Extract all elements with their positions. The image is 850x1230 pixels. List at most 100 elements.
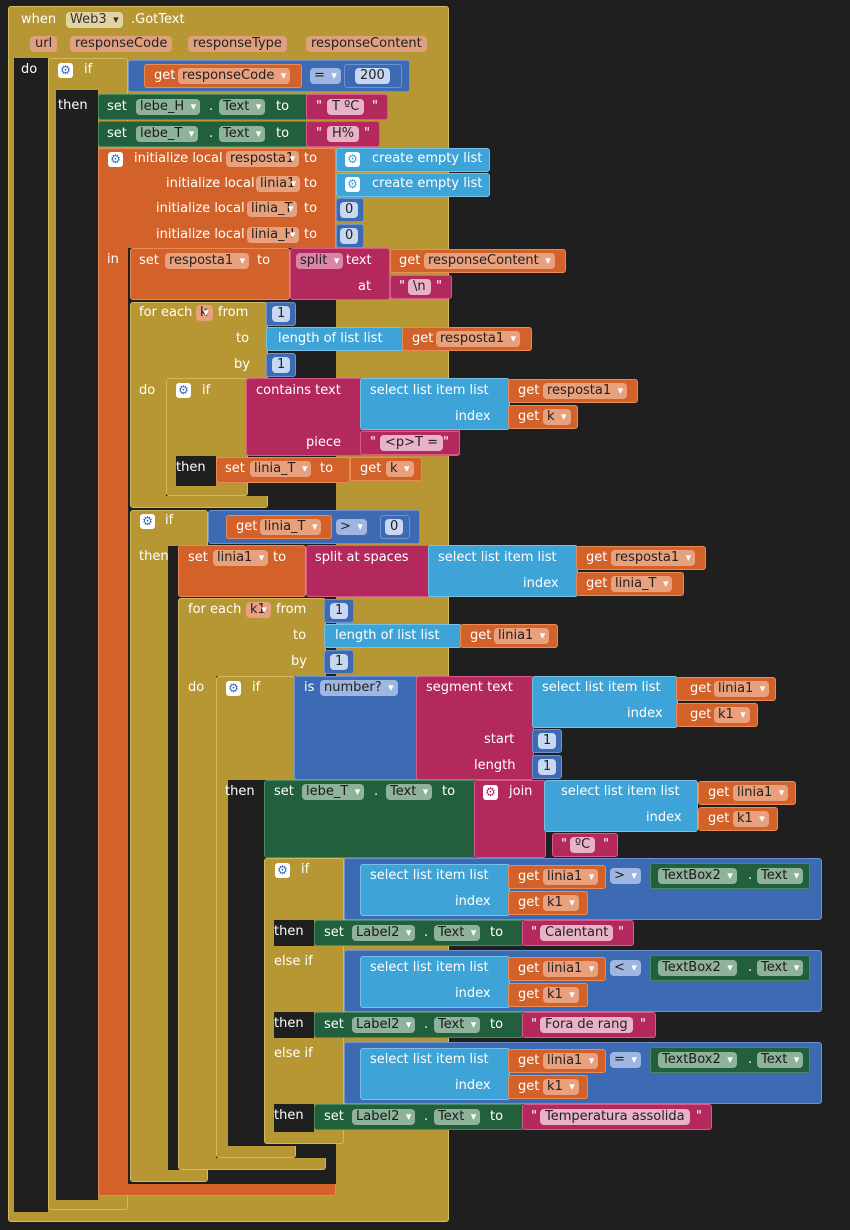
var-dropdown-k1[interactable]: k1	[733, 811, 769, 827]
component-dropdown-lebe-h[interactable]: lebe_H	[136, 99, 201, 115]
property-dropdown-text[interactable]: Text	[757, 1052, 804, 1068]
local-var-linia1[interactable]: linia1	[256, 176, 301, 192]
number-1[interactable]: 1	[330, 654, 349, 670]
op-dropdown-gt[interactable]: >	[336, 519, 367, 535]
component-dropdown-textbox2[interactable]: TextBox2	[658, 868, 737, 884]
mutator-gear-icon[interactable]: ⚙	[483, 785, 498, 800]
string-newline[interactable]: \n	[408, 279, 431, 295]
select-list-item-block[interactable]	[360, 1048, 510, 1100]
string-h-pct[interactable]: H%	[327, 126, 360, 142]
var-dropdown-linia1[interactable]: linia1	[494, 628, 550, 644]
var-dropdown-k[interactable]: k	[386, 461, 414, 477]
segment-text-block[interactable]	[416, 676, 534, 780]
var-dropdown-k[interactable]: k	[543, 409, 571, 425]
set-lebe-h-text-block[interactable]	[98, 94, 308, 120]
op-dropdown-lt[interactable]: <	[610, 960, 641, 976]
number-0[interactable]: 0	[340, 202, 359, 218]
mutator-gear-icon[interactable]: ⚙	[140, 514, 155, 529]
mutator-gear-icon[interactable]: ⚙	[345, 152, 360, 167]
property-dropdown-text[interactable]: Text	[757, 868, 804, 884]
string-deg-c[interactable]: ºC	[570, 837, 596, 853]
property-dropdown-text[interactable]: Text	[434, 925, 481, 941]
var-dropdown-linia1[interactable]: linia1	[543, 961, 599, 977]
string-fora[interactable]: Fora de rang	[540, 1017, 633, 1033]
component-dropdown[interactable]: Web3	[66, 12, 123, 28]
var-dropdown-responsecode[interactable]: responseCode	[178, 68, 291, 84]
property-dropdown-text[interactable]: Text	[434, 1109, 481, 1125]
param-responsetype[interactable]: responseType	[188, 36, 287, 52]
component-dropdown-textbox2[interactable]: TextBox2	[658, 960, 737, 976]
var-dropdown-linia1[interactable]: linia1	[714, 681, 770, 697]
mutator-gear-icon[interactable]: ⚙	[58, 63, 73, 78]
op-dropdown-eq[interactable]: =	[310, 68, 341, 84]
select-list-item-block[interactable]	[532, 676, 678, 728]
var-dropdown-linia1[interactable]: linia1	[543, 1053, 599, 1069]
var-dropdown-k1[interactable]: k1	[543, 895, 579, 911]
local-var-linia-h[interactable]: linia_H	[247, 227, 300, 243]
split-dropdown[interactable]: split	[296, 253, 344, 269]
loop-var-k[interactable]: k	[196, 305, 213, 321]
component-dropdown-label2[interactable]: Label2	[352, 1017, 416, 1033]
param-url[interactable]: url	[30, 36, 58, 52]
number-200[interactable]: 200	[355, 68, 390, 84]
mutator-gear-icon[interactable]: ⚙	[275, 863, 290, 878]
select-list-item-block[interactable]	[360, 956, 510, 1008]
string-assolida[interactable]: Temperatura assolida	[540, 1109, 690, 1125]
number-1[interactable]: 1	[538, 759, 557, 775]
number-block-1[interactable]	[532, 755, 562, 779]
string-calentant[interactable]: Calentant	[540, 925, 614, 941]
number-1[interactable]: 1	[538, 733, 557, 749]
param-responsecontent[interactable]: responseContent	[306, 36, 427, 52]
component-dropdown-lebe-t[interactable]: lebe_T	[302, 784, 365, 800]
number-0[interactable]: 0	[385, 519, 404, 535]
var-dropdown-k1[interactable]: k1	[543, 1079, 579, 1095]
component-dropdown-label2[interactable]: Label2	[352, 1109, 416, 1125]
var-dropdown-resposta1[interactable]: resposta1	[543, 383, 628, 399]
var-dropdown-linia1[interactable]: linia1	[543, 869, 599, 885]
var-dropdown-linia-t[interactable]: linia_T	[611, 576, 673, 592]
mutator-gear-icon[interactable]: ⚙	[176, 383, 191, 398]
is-number-dropdown[interactable]: number?	[320, 680, 398, 696]
property-dropdown-text[interactable]: Text	[219, 99, 266, 115]
set-lebe-t-text-join-block[interactable]	[264, 780, 476, 858]
var-dropdown-resposta1[interactable]: resposta1	[436, 331, 521, 347]
var-dropdown-linia-t[interactable]: linia_T	[260, 519, 322, 535]
property-dropdown-text[interactable]: Text	[386, 784, 433, 800]
var-dropdown-k1[interactable]: k1	[543, 987, 579, 1003]
var-dropdown-responsecontent[interactable]: responseContent	[424, 253, 555, 269]
component-dropdown-lebe-t[interactable]: lebe_T	[136, 126, 199, 142]
component-dropdown-textbox2[interactable]: TextBox2	[658, 1052, 737, 1068]
select-list-item-block[interactable]	[360, 864, 510, 916]
number-0[interactable]: 0	[340, 228, 359, 244]
set-label2-text-block[interactable]	[314, 1104, 524, 1130]
op-dropdown-eq[interactable]: =	[610, 1052, 641, 1068]
select-list-item-block[interactable]	[544, 780, 698, 832]
local-var-linia-t[interactable]: linia_T	[247, 201, 298, 217]
length-of-list-block[interactable]	[266, 327, 404, 351]
param-responsecode[interactable]: responseCode	[70, 36, 173, 52]
loop-var-k1[interactable]: k1	[246, 602, 271, 618]
number-1[interactable]: 1	[272, 357, 291, 373]
var-dropdown-linia1[interactable]: linia1	[733, 785, 789, 801]
local-var-resposta1[interactable]: resposta1	[226, 151, 300, 167]
property-dropdown-text[interactable]: Text	[434, 1017, 481, 1033]
string-pt[interactable]: <p>T =	[380, 435, 444, 451]
property-dropdown-text[interactable]: Text	[757, 960, 804, 976]
create-empty-list-block[interactable]	[336, 148, 490, 172]
var-dropdown-resposta1[interactable]: resposta1	[611, 550, 696, 566]
number-1[interactable]: 1	[272, 306, 291, 322]
set-label2-text-block[interactable]	[314, 1012, 524, 1038]
length-of-list-block[interactable]	[324, 624, 462, 648]
property-dropdown-text[interactable]: Text	[219, 126, 266, 142]
mutator-gear-icon[interactable]: ⚙	[226, 681, 241, 696]
number-1[interactable]: 1	[330, 603, 349, 619]
select-list-item-block[interactable]	[360, 378, 510, 430]
split-at-spaces-block[interactable]	[306, 545, 430, 597]
set-lebe-t-text-block[interactable]	[98, 121, 308, 147]
op-dropdown-gt[interactable]: >	[610, 868, 641, 884]
component-dropdown-label2[interactable]: Label2	[352, 925, 416, 941]
string-t-c[interactable]: T ºC	[327, 99, 365, 115]
mutator-gear-icon[interactable]: ⚙	[108, 152, 123, 167]
create-empty-list-block[interactable]	[336, 173, 490, 197]
mutator-gear-icon[interactable]: ⚙	[345, 177, 360, 192]
